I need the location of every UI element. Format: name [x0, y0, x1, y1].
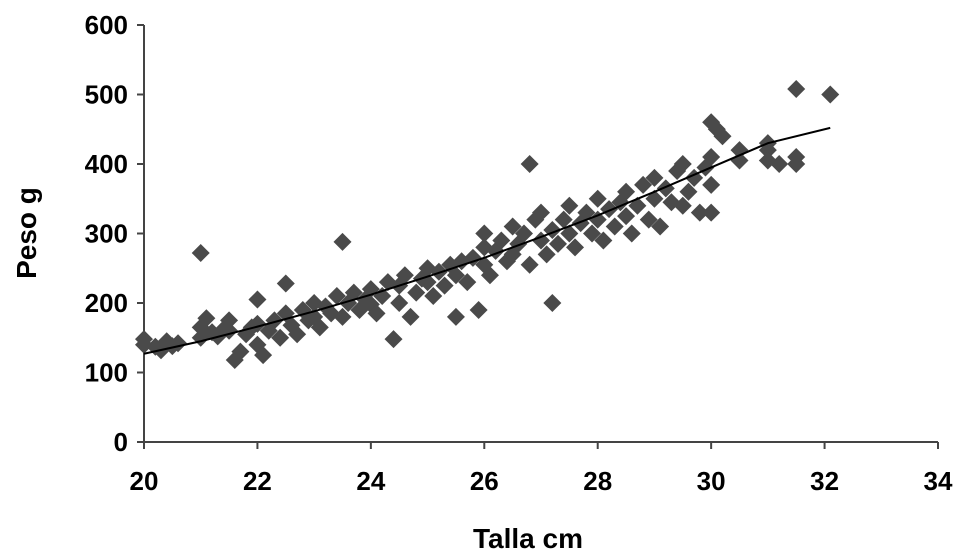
data-point: [480, 266, 499, 285]
x-tick-label: 26: [470, 466, 499, 496]
data-point: [446, 266, 465, 285]
data-point: [514, 224, 533, 243]
data-point: [333, 232, 352, 251]
data-point: [135, 330, 153, 349]
x-tick-label: 20: [130, 466, 159, 496]
data-point: [787, 155, 806, 173]
y-tick-label: 0: [114, 427, 128, 457]
data-point: [429, 262, 448, 281]
data-point: [656, 179, 675, 198]
data-point: [503, 217, 522, 236]
x-tick-label: 24: [356, 466, 385, 496]
data-point: [367, 304, 386, 323]
data-point: [645, 168, 664, 187]
y-tick-label: 100: [85, 358, 128, 388]
data-points: [135, 79, 840, 369]
data-point: [679, 182, 698, 201]
data-point: [310, 318, 329, 337]
y-tick-label: 600: [85, 10, 128, 40]
data-point: [617, 207, 636, 226]
data-point: [446, 307, 465, 326]
data-point: [770, 155, 789, 173]
data-point: [288, 325, 307, 344]
data-point: [560, 196, 579, 215]
data-point: [713, 127, 732, 146]
data-point: [276, 274, 295, 293]
data-point: [220, 311, 239, 330]
data-point: [327, 287, 346, 306]
data-point: [401, 307, 420, 326]
x-axis-title: Talla cm: [473, 523, 583, 554]
data-point: [594, 231, 613, 250]
x-tick-label: 34: [924, 466, 953, 496]
data-point: [549, 234, 568, 253]
y-tick-label: 400: [85, 149, 128, 179]
data-point: [458, 273, 477, 292]
data-point: [390, 294, 409, 312]
data-point: [407, 283, 426, 302]
data-point: [435, 276, 454, 295]
data-point: [265, 311, 284, 330]
data-point: [730, 141, 749, 160]
data-point: [617, 182, 636, 201]
data-point: [583, 224, 602, 243]
x-ticks: 20 22 24 26 28 30 32 34: [130, 442, 953, 496]
data-point: [191, 243, 210, 262]
data-point: [588, 210, 607, 229]
y-axis-title: Peso g: [11, 187, 42, 279]
data-point: [622, 224, 641, 243]
data-point: [651, 217, 670, 236]
data-point: [344, 283, 363, 302]
data-point: [520, 255, 539, 274]
data-point: [702, 175, 721, 194]
x-tick-label: 28: [583, 466, 612, 496]
data-point: [254, 346, 273, 365]
data-point: [605, 217, 624, 236]
x-tick-label: 30: [697, 466, 726, 496]
y-tick-label: 500: [85, 80, 128, 110]
data-point: [520, 155, 539, 173]
data-point: [673, 196, 692, 215]
data-point: [730, 151, 749, 170]
data-point: [532, 203, 550, 222]
y-ticks: 0 100 200 300 400 500 600: [85, 10, 144, 457]
data-point: [639, 210, 658, 229]
data-point: [333, 307, 352, 326]
data-point: [821, 85, 840, 104]
x-tick-label: 32: [810, 466, 839, 496]
data-point: [702, 203, 721, 222]
data-point: [497, 252, 516, 271]
data-point: [690, 203, 709, 222]
data-point: [537, 245, 556, 264]
data-point: [424, 287, 443, 306]
y-tick-label: 300: [85, 219, 128, 249]
data-point: [702, 148, 721, 167]
data-point: [395, 266, 414, 285]
data-point: [492, 231, 511, 250]
data-point: [197, 309, 216, 328]
data-point: [566, 238, 585, 257]
data-point: [554, 210, 573, 229]
data-point: [787, 79, 806, 98]
data-point: [231, 342, 250, 361]
x-tick-label: 22: [243, 466, 272, 496]
data-point: [543, 294, 562, 312]
y-tick-label: 200: [85, 288, 128, 318]
data-point: [634, 175, 653, 194]
data-point: [600, 200, 619, 219]
data-point: [271, 328, 290, 347]
data-point: [673, 155, 692, 173]
data-point: [560, 224, 579, 243]
data-point: [384, 330, 403, 349]
data-point: [469, 300, 488, 319]
data-point: [588, 189, 607, 208]
data-point: [248, 290, 267, 309]
trendline: [143, 126, 831, 355]
data-point: [475, 224, 494, 243]
